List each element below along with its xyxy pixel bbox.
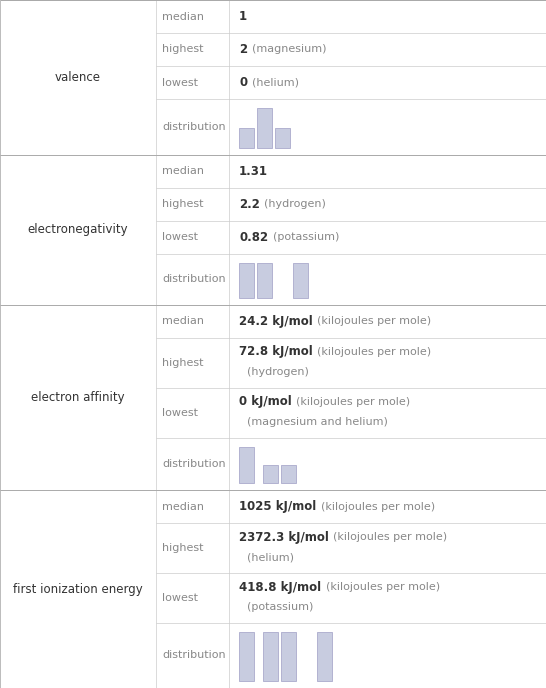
Text: (kilojoules per mole): (kilojoules per mole) xyxy=(321,502,435,511)
Text: (potassium): (potassium) xyxy=(272,233,339,242)
Bar xyxy=(263,632,278,681)
Text: (helium): (helium) xyxy=(252,78,299,87)
Bar xyxy=(257,263,272,298)
Text: median: median xyxy=(162,316,204,327)
Text: distribution: distribution xyxy=(162,459,226,469)
Bar xyxy=(293,263,308,298)
Text: 0: 0 xyxy=(239,76,247,89)
Text: highest: highest xyxy=(162,45,204,54)
Text: highest: highest xyxy=(162,543,204,553)
Text: (kilojoules per mole): (kilojoules per mole) xyxy=(325,582,440,592)
Text: distribution: distribution xyxy=(162,275,226,285)
Text: (hydrogen): (hydrogen) xyxy=(264,200,327,210)
Text: 1025 kJ/mol: 1025 kJ/mol xyxy=(239,500,316,513)
Text: lowest: lowest xyxy=(162,408,198,418)
Text: lowest: lowest xyxy=(162,593,198,603)
Text: highest: highest xyxy=(162,200,204,210)
Text: (hydrogen): (hydrogen) xyxy=(247,367,309,377)
Text: electron affinity: electron affinity xyxy=(31,391,124,404)
Text: 2: 2 xyxy=(239,43,247,56)
Text: 2372.3 kJ/mol: 2372.3 kJ/mol xyxy=(239,530,329,544)
Bar xyxy=(275,128,290,148)
Text: distribution: distribution xyxy=(162,122,226,132)
Text: 2.2: 2.2 xyxy=(239,198,260,211)
Text: (magnesium and helium): (magnesium and helium) xyxy=(247,417,388,427)
Text: 418.8 kJ/mol: 418.8 kJ/mol xyxy=(239,581,321,594)
Bar xyxy=(239,263,254,298)
Bar xyxy=(239,128,254,148)
Text: median: median xyxy=(162,166,204,177)
Bar xyxy=(257,108,272,148)
Text: (kilojoules per mole): (kilojoules per mole) xyxy=(317,347,431,357)
Text: distribution: distribution xyxy=(162,650,226,660)
Bar xyxy=(263,465,278,483)
Text: (kilojoules per mole): (kilojoules per mole) xyxy=(317,316,431,327)
Text: valence: valence xyxy=(55,71,101,84)
Text: electronegativity: electronegativity xyxy=(27,224,128,237)
Text: 1.31: 1.31 xyxy=(239,165,268,178)
Text: median: median xyxy=(162,502,204,511)
Text: 24.2 kJ/mol: 24.2 kJ/mol xyxy=(239,315,313,328)
Text: lowest: lowest xyxy=(162,78,198,87)
Bar xyxy=(281,465,296,483)
Bar xyxy=(281,632,296,681)
Text: (kilojoules per mole): (kilojoules per mole) xyxy=(296,397,411,407)
Text: highest: highest xyxy=(162,358,204,368)
Text: 0 kJ/mol: 0 kJ/mol xyxy=(239,396,292,409)
Text: median: median xyxy=(162,12,204,21)
Text: 1: 1 xyxy=(239,10,247,23)
Text: 0.82: 0.82 xyxy=(239,231,268,244)
Text: (potassium): (potassium) xyxy=(247,602,314,612)
Text: 72.8 kJ/mol: 72.8 kJ/mol xyxy=(239,345,313,358)
Text: (helium): (helium) xyxy=(247,552,294,562)
Bar xyxy=(239,632,254,681)
Text: first ionization energy: first ionization energy xyxy=(13,583,143,596)
Text: (kilojoules per mole): (kilojoules per mole) xyxy=(334,532,448,542)
Bar xyxy=(317,632,332,681)
Text: (magnesium): (magnesium) xyxy=(252,45,326,54)
Text: lowest: lowest xyxy=(162,233,198,242)
Bar xyxy=(239,447,254,483)
